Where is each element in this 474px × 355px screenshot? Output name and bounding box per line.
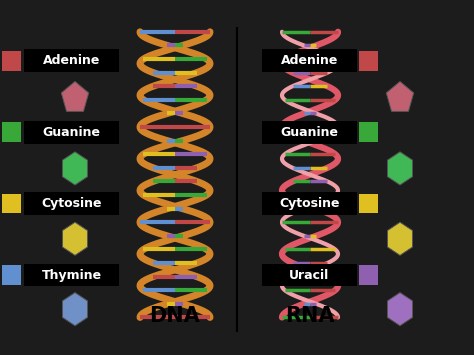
Text: Guanine: Guanine [43,126,100,139]
FancyBboxPatch shape [24,49,119,72]
Text: Adenine: Adenine [43,54,100,67]
Text: Uracil: Uracil [289,268,329,282]
FancyBboxPatch shape [262,192,357,215]
FancyBboxPatch shape [24,264,119,286]
FancyBboxPatch shape [2,194,21,213]
FancyBboxPatch shape [359,51,378,71]
Polygon shape [63,293,88,326]
FancyBboxPatch shape [262,264,357,286]
Polygon shape [63,222,88,255]
FancyBboxPatch shape [359,122,378,142]
FancyBboxPatch shape [24,121,119,143]
Polygon shape [61,82,89,111]
Polygon shape [386,82,414,111]
Text: Thymine: Thymine [41,268,101,282]
FancyBboxPatch shape [2,122,21,142]
FancyBboxPatch shape [24,192,119,215]
FancyBboxPatch shape [359,194,378,213]
Text: Cytosine: Cytosine [41,197,102,210]
FancyBboxPatch shape [2,51,21,71]
Polygon shape [388,152,412,185]
Text: RNA: RNA [285,306,335,326]
FancyBboxPatch shape [262,49,357,72]
FancyBboxPatch shape [359,265,378,285]
Text: Adenine: Adenine [281,54,338,67]
Text: DNA: DNA [150,306,201,326]
Polygon shape [388,293,412,326]
Text: Guanine: Guanine [281,126,338,139]
FancyBboxPatch shape [2,265,21,285]
Text: Cytosine: Cytosine [279,197,340,210]
FancyBboxPatch shape [262,121,357,143]
Polygon shape [388,222,412,255]
Polygon shape [63,152,88,185]
